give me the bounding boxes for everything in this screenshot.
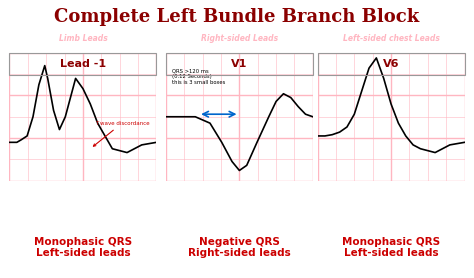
Text: Monophasic QRS
Left-sided leads: Monophasic QRS Left-sided leads [342, 237, 440, 258]
Text: Complete Left Bundle Branch Block: Complete Left Bundle Branch Block [55, 8, 419, 26]
Text: T wave discordance: T wave discordance [93, 121, 149, 146]
Text: Right-sided Leads: Right-sided Leads [201, 34, 278, 43]
Text: Limb Leads: Limb Leads [59, 34, 107, 43]
Text: QRS >120 ms
(0.12 Seconds)
this is 3 small boxes: QRS >120 ms (0.12 Seconds) this is 3 sma… [172, 68, 225, 85]
Text: Left-sided chest Leads: Left-sided chest Leads [343, 34, 439, 43]
Text: Negative QRS
Right-sided leads: Negative QRS Right-sided leads [188, 237, 291, 258]
Text: V1: V1 [231, 59, 247, 69]
Text: Monophasic QRS
Left-sided leads: Monophasic QRS Left-sided leads [34, 237, 132, 258]
Text: Lead -1: Lead -1 [60, 59, 106, 69]
Text: V6: V6 [383, 59, 399, 69]
